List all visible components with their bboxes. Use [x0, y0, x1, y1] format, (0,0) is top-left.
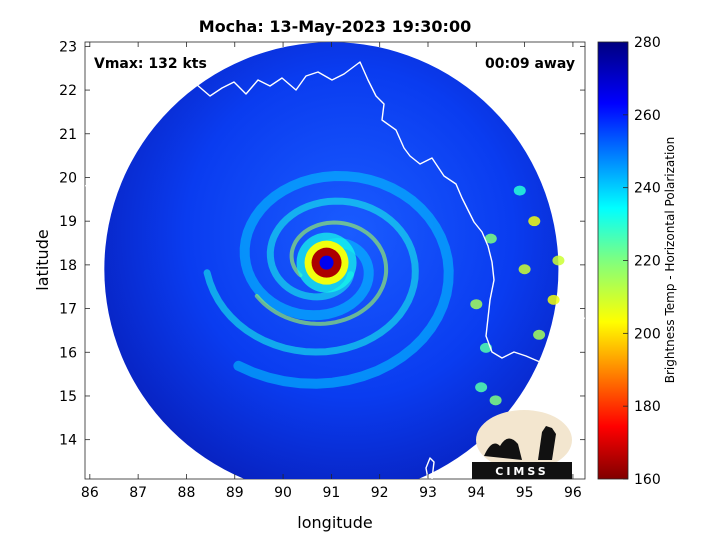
rain-band — [203, 197, 419, 356]
convective-cell — [547, 294, 560, 305]
chart-title: Mocha: 13-May-2023 19:30:00 — [199, 17, 471, 36]
y-tick-label: 14 — [59, 433, 77, 449]
convective-cell — [552, 255, 565, 266]
colorbar-axis: 160 180 200 220 240 260 280 — [623, 35, 661, 488]
y-tick-label: 17 — [59, 302, 77, 318]
convective-cell — [470, 299, 483, 310]
x-tick-label: 94 — [467, 485, 485, 501]
y-tick-label: 21 — [59, 127, 77, 143]
cimss-logo: CIMSS — [472, 410, 572, 479]
colorbar-tick-label: 240 — [634, 181, 661, 197]
x-axis: 86 87 88 89 90 91 92 93 94 95 96 — [81, 42, 582, 501]
logo-tower — [538, 426, 556, 460]
convective-cell — [518, 264, 531, 275]
logo-bar — [472, 462, 572, 479]
colorbar-tick-label: 260 — [634, 108, 661, 124]
y-tick-label: 18 — [59, 258, 77, 274]
x-tick-label: 88 — [178, 485, 196, 501]
colorbar-tick-label: 280 — [634, 35, 661, 51]
x-tick-label: 92 — [371, 485, 389, 501]
time-offset-label: 00:09 away — [485, 56, 575, 72]
x-tick-label: 93 — [419, 485, 437, 501]
colorbar-tick-label: 180 — [634, 399, 661, 415]
x-axis-label: longitude — [297, 513, 372, 532]
convective-cell — [475, 382, 488, 393]
x-tick-label: 90 — [274, 485, 292, 501]
x-tick-label: 95 — [516, 485, 534, 501]
y-tick-label: 19 — [59, 214, 77, 230]
rain-band — [254, 220, 389, 326]
y-tick-label: 16 — [59, 345, 77, 361]
rain-band — [233, 170, 454, 389]
colorbar-label: Brightness Temp - Horizontal Polarizatio… — [663, 137, 677, 384]
x-tick-label: 86 — [81, 485, 99, 501]
colorbar-tick-label: 200 — [634, 326, 661, 342]
y-tick-label: 22 — [59, 83, 77, 99]
y-tick-label: 20 — [59, 170, 77, 186]
colorbar-tick-label: 220 — [634, 254, 661, 270]
y-tick-label: 15 — [59, 389, 77, 405]
vmax-label: Vmax: 132 kts — [94, 56, 207, 72]
x-tick-label: 89 — [226, 485, 244, 501]
convective-cell — [513, 185, 526, 196]
convective-cell — [528, 216, 541, 227]
x-tick-label: 91 — [322, 485, 340, 501]
logo-text: CIMSS — [495, 465, 548, 478]
coastline — [85, 61, 585, 479]
x-tick-label: 96 — [564, 485, 582, 501]
rain-bands — [203, 170, 454, 389]
eye-center — [319, 255, 334, 270]
colorbar-tick-label: 160 — [634, 472, 661, 488]
y-tick-label: 23 — [59, 39, 77, 55]
logo-dish-left — [484, 438, 522, 460]
y-axis: 14 15 16 17 18 19 20 21 22 23 — [59, 39, 585, 449]
data-layer — [85, 42, 585, 479]
logo-backdrop — [476, 410, 572, 470]
y-axis-label: latitude — [33, 229, 52, 290]
storm-eye — [296, 232, 357, 293]
x-tick-label: 87 — [129, 485, 147, 501]
convective-cell — [533, 329, 546, 340]
convective-cells — [470, 185, 565, 406]
convective-cell — [489, 395, 502, 406]
convective-cell — [484, 233, 497, 244]
